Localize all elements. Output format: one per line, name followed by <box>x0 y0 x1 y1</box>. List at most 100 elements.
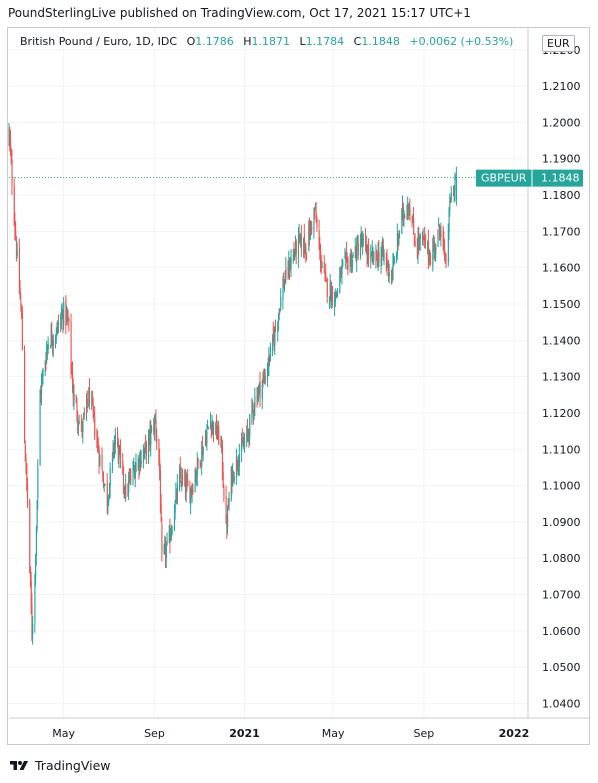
candle-body <box>385 256 387 262</box>
candle-body <box>45 362 47 364</box>
candle-body <box>109 468 111 488</box>
candle-body <box>165 544 167 557</box>
y-tick-label: 1.2000 <box>542 116 581 129</box>
candle-body <box>223 489 225 499</box>
candle-body <box>215 422 217 435</box>
y-tick-label: 1.1900 <box>542 153 581 166</box>
candle-body <box>189 486 191 503</box>
footer[interactable]: TradingView <box>9 758 111 773</box>
footer-brand: TradingView <box>35 758 111 773</box>
candle-body <box>170 536 172 541</box>
candle-body <box>272 332 274 338</box>
candle-body <box>290 258 292 268</box>
candle-body <box>321 265 323 268</box>
candle-body <box>210 420 212 430</box>
candle-body <box>207 425 209 429</box>
candle-body <box>176 484 178 503</box>
candle-body <box>319 246 321 250</box>
candle-body <box>336 291 338 297</box>
candle-body <box>450 192 452 201</box>
candle-body <box>351 254 353 267</box>
candle-body <box>8 130 10 135</box>
candle-body <box>125 484 127 498</box>
candle-body <box>154 418 156 420</box>
chart-frame[interactable] <box>7 27 590 745</box>
candle-body <box>352 254 354 257</box>
candle-body <box>92 398 94 404</box>
candle-body <box>9 128 11 142</box>
candle-body <box>308 227 310 252</box>
candle-body <box>82 418 84 433</box>
candle-body <box>70 321 72 368</box>
candle-body <box>160 469 162 508</box>
ohlc-legend: British Pound / Euro, 1D, IDC O1.1786 H1… <box>18 34 516 49</box>
candle-body <box>30 566 32 581</box>
candle-body <box>324 272 326 276</box>
candle-body <box>129 475 131 482</box>
candle-body <box>334 293 336 303</box>
candle-body <box>280 296 282 308</box>
candle-body <box>288 259 290 274</box>
candle-body <box>165 546 167 558</box>
candle-body <box>174 500 176 513</box>
candle-body <box>401 209 403 234</box>
candle-body <box>277 323 279 333</box>
candle-body <box>303 238 305 252</box>
legend-high-key: H <box>243 35 252 48</box>
candle-body <box>29 501 31 568</box>
candle-body <box>282 282 284 300</box>
candle-body <box>155 420 157 434</box>
candle-body <box>363 238 365 240</box>
candle-body <box>393 260 395 266</box>
candle-body <box>357 244 359 245</box>
candle-body <box>180 481 182 486</box>
candle-body <box>103 483 105 485</box>
candle-body <box>258 382 260 388</box>
candle-body <box>398 236 400 245</box>
candle-body <box>114 434 116 445</box>
candle-body <box>275 327 277 330</box>
candle-body <box>182 477 184 480</box>
x-tick-label: Sep <box>414 727 435 740</box>
candle-body <box>31 604 33 636</box>
y-tick-label: 1.1500 <box>542 298 581 311</box>
candle-body <box>437 229 439 247</box>
candle-body <box>402 204 404 218</box>
candle-body <box>118 449 120 459</box>
candle-body <box>24 352 26 444</box>
candle-body <box>356 241 358 262</box>
legend-high-value: 1.1871 <box>251 35 291 48</box>
currency-button[interactable]: EUR <box>542 35 575 52</box>
candle-body <box>108 498 110 502</box>
candle-body <box>123 467 125 485</box>
candle-body <box>375 248 377 260</box>
candle-body <box>191 487 193 495</box>
candle-body <box>187 479 189 487</box>
candle-body <box>66 311 68 317</box>
candle-body <box>42 371 44 377</box>
candle-body <box>16 240 18 256</box>
candle-body <box>435 245 437 255</box>
candle-body <box>404 216 406 218</box>
candle-body <box>419 239 421 247</box>
candle-body <box>238 464 240 469</box>
candle-body <box>21 308 23 315</box>
candle-body <box>228 498 230 507</box>
candle-body <box>156 436 158 441</box>
candle-body <box>77 417 79 424</box>
candle-body <box>295 240 297 255</box>
candle-body <box>241 437 243 443</box>
candle-body <box>195 473 197 478</box>
candle-body <box>247 429 249 433</box>
candle-body <box>127 485 129 493</box>
candle-body <box>248 430 250 437</box>
time-axis: May Sep 2021 May Sep 2022 <box>52 727 529 740</box>
candle-body <box>132 465 134 478</box>
candle-body <box>237 462 239 466</box>
candle-body <box>135 463 137 473</box>
last-price-tag: GBPEUR 1.1848 <box>476 169 583 187</box>
candle-body <box>278 308 280 315</box>
candle-body <box>185 481 187 493</box>
candle-body <box>35 558 37 577</box>
